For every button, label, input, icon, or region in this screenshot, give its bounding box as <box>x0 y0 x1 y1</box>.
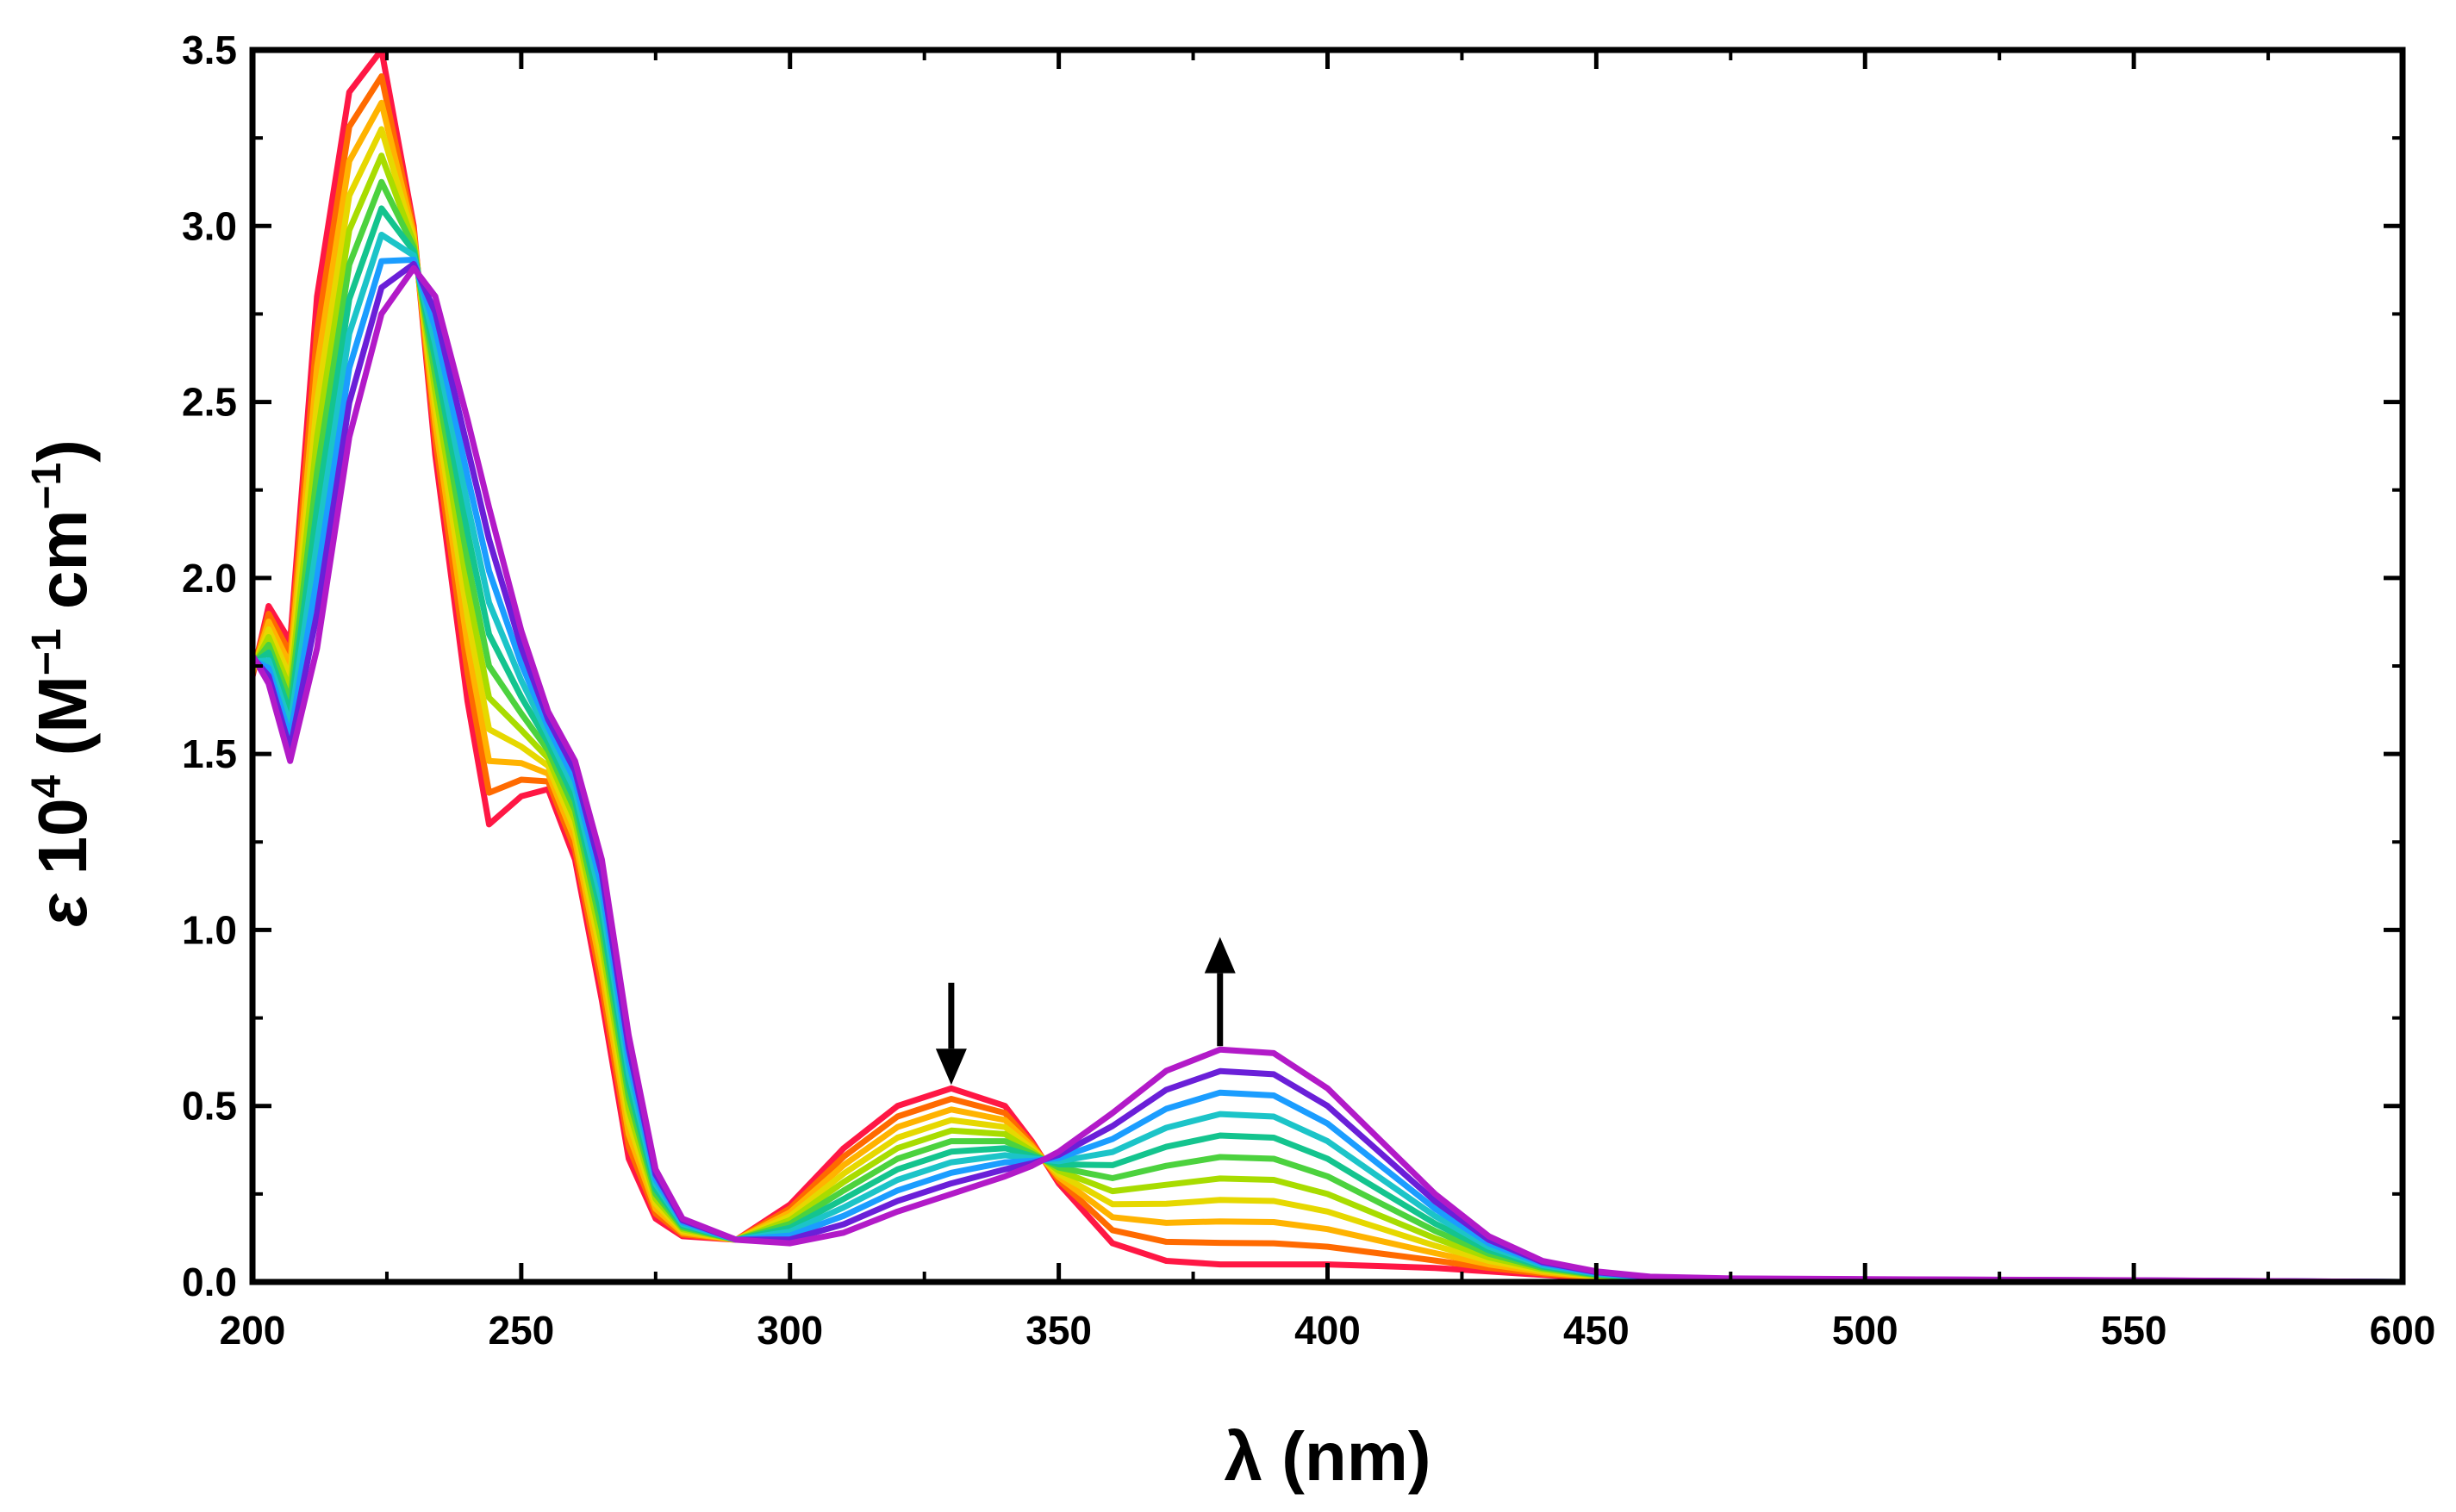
y-axis-base-exponent: 4 <box>24 775 70 798</box>
y-tick-label-7: 3.5 <box>182 28 237 72</box>
y-axis-unit-open: (M <box>24 675 101 775</box>
plot-frame <box>249 47 2406 1285</box>
x-tick-label-450: 450 <box>1563 1308 1630 1353</box>
spectrum-curve-5 <box>249 152 2406 1285</box>
y-axis-unit-close: ) <box>24 439 101 463</box>
x-tick-label-200: 200 <box>220 1308 286 1353</box>
y-tick-label-2: 1.0 <box>182 907 237 952</box>
y-tick-label-3: 1.5 <box>182 731 237 776</box>
arrow-head-up <box>1204 936 1236 974</box>
y-axis-unit-exponent-2: −1 <box>24 463 70 510</box>
arrow-down <box>935 982 967 1086</box>
spectrum-curve-2 <box>249 73 2406 1285</box>
y-axis-title: ε 104 (M−1 cm−1) <box>24 439 101 927</box>
arrows-layer <box>935 936 1236 1086</box>
spectrum-curve-11 <box>249 264 2406 1285</box>
y-axis-symbol: ε <box>24 893 101 927</box>
x-tick-label-550: 550 <box>2101 1308 2167 1353</box>
x-tick-label-600: 600 <box>2370 1308 2436 1353</box>
y-axis-unit-exponent-1: −1 <box>24 628 70 675</box>
y-tick-label-6: 3.0 <box>182 203 237 248</box>
x-axis-title: λ (nm) <box>1225 1418 1431 1495</box>
y-tick-label-1: 0.5 <box>182 1084 237 1129</box>
y-tick-label-4: 2.0 <box>182 556 237 600</box>
y-axis-unit-mid: cm <box>24 510 101 629</box>
arrow-head-down <box>935 1048 967 1086</box>
y-tick-label-0: 0.0 <box>182 1260 237 1304</box>
x-axis-ticks: 200 250 300 350 400 450 500 550 600 <box>220 50 2436 1353</box>
curves-layer <box>249 47 2406 1285</box>
arrow-up <box>1204 936 1236 1047</box>
y-tick-label-5: 2.5 <box>182 380 237 425</box>
x-tick-label-350: 350 <box>1025 1308 1092 1353</box>
x-tick-label-300: 300 <box>757 1308 823 1353</box>
x-tick-label-500: 500 <box>1832 1308 1898 1353</box>
y-axis-base: 10 <box>24 798 101 893</box>
spectrum-curve-1 <box>249 47 2406 1285</box>
spectrum-curve-10 <box>249 260 2406 1285</box>
x-tick-label-250: 250 <box>489 1308 555 1353</box>
x-tick-label-400: 400 <box>1294 1308 1361 1353</box>
y-axis-ticks: 0.0 0.5 1.0 1.5 2.0 2.5 3.0 3.5 <box>182 28 2403 1304</box>
spectrum-curve-6 <box>249 178 2406 1285</box>
